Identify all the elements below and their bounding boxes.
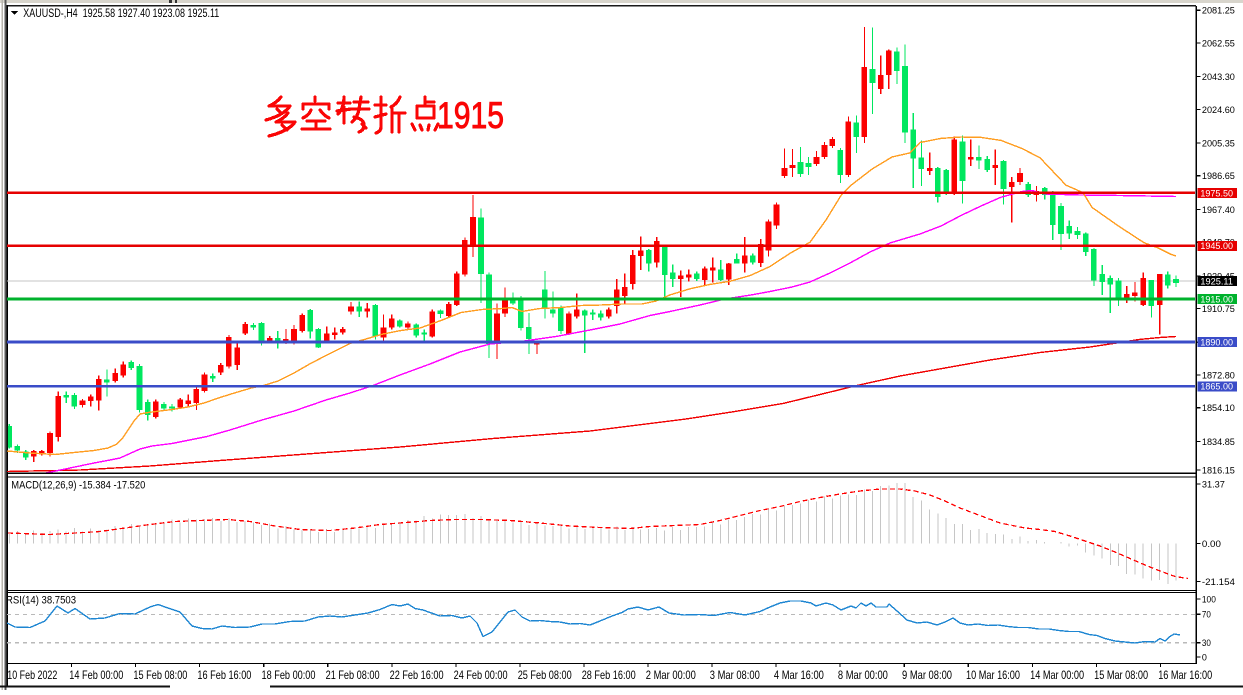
svg-text:9 Mar 08:00: 9 Mar 08:00 xyxy=(902,668,952,682)
svg-text:1967.40: 1967.40 xyxy=(1202,204,1235,215)
svg-text:1945.00: 1945.00 xyxy=(1200,240,1233,251)
svg-text:31.37: 31.37 xyxy=(1202,478,1225,489)
svg-text:1915.00: 1915.00 xyxy=(1200,293,1233,304)
svg-text:2 Mar 00:00: 2 Mar 00:00 xyxy=(646,668,696,682)
svg-text:1834.85: 1834.85 xyxy=(1202,436,1235,447)
svg-text:10 Mar 16:00: 10 Mar 16:00 xyxy=(966,668,1020,682)
svg-text:30: 30 xyxy=(1202,637,1211,648)
svg-text:24 Feb 00:00: 24 Feb 00:00 xyxy=(454,668,508,682)
svg-text:70: 70 xyxy=(1202,609,1211,620)
svg-text:4 Mar 16:00: 4 Mar 16:00 xyxy=(774,668,824,682)
svg-text:1890.00: 1890.00 xyxy=(1200,336,1233,347)
svg-text:1865.00: 1865.00 xyxy=(1200,381,1233,392)
svg-text:2043.30: 2043.30 xyxy=(1202,71,1235,82)
svg-text:100: 100 xyxy=(1202,594,1216,605)
svg-text:2062.55: 2062.55 xyxy=(1202,37,1235,48)
svg-text:1929.45: 1929.45 xyxy=(1202,270,1235,281)
svg-text:MACD(12,26,9) -15.384 -17.520: MACD(12,26,9) -15.384 -17.520 xyxy=(11,480,145,492)
svg-text:1816.15: 1816.15 xyxy=(1202,464,1235,475)
svg-text:22 Feb 16:00: 22 Feb 16:00 xyxy=(390,668,444,682)
svg-text:14 Mar 00:00: 14 Mar 00:00 xyxy=(1030,668,1084,682)
svg-text:1910.75: 1910.75 xyxy=(1202,303,1235,314)
svg-text:14 Feb 00:00: 14 Feb 00:00 xyxy=(69,668,123,682)
svg-text:3 Mar 08:00: 3 Mar 08:00 xyxy=(710,668,760,682)
svg-text:8 Mar 00:00: 8 Mar 00:00 xyxy=(838,668,888,682)
svg-text:1975.50: 1975.50 xyxy=(1200,187,1233,198)
svg-text:RSI(14) 38.7503: RSI(14) 38.7503 xyxy=(6,595,76,607)
svg-text:-21.154: -21.154 xyxy=(1202,576,1235,587)
svg-text:1854.10: 1854.10 xyxy=(1202,402,1235,413)
svg-text:25 Feb 08:00: 25 Feb 08:00 xyxy=(518,668,572,682)
svg-text:21 Feb 08:00: 21 Feb 08:00 xyxy=(326,668,380,682)
svg-text:16 Mar 16:00: 16 Mar 16:00 xyxy=(1158,668,1212,682)
svg-text:2081.25: 2081.25 xyxy=(1202,5,1235,16)
svg-text:15 Feb 08:00: 15 Feb 08:00 xyxy=(133,668,187,682)
svg-text:1915: 1915 xyxy=(437,95,504,136)
svg-text:0: 0 xyxy=(1202,651,1207,662)
svg-text:28 Feb 16:00: 28 Feb 16:00 xyxy=(582,668,636,682)
svg-text:1872.80: 1872.80 xyxy=(1202,369,1235,380)
svg-text:1925.11: 1925.11 xyxy=(1200,276,1233,287)
svg-text:10 Feb 2022: 10 Feb 2022 xyxy=(7,668,57,682)
svg-text:1986.65: 1986.65 xyxy=(1202,170,1235,181)
svg-text:2005.35: 2005.35 xyxy=(1202,138,1235,149)
svg-text:15 Mar 08:00: 15 Mar 08:00 xyxy=(1094,668,1148,682)
svg-text:16 Feb 16:00: 16 Feb 16:00 xyxy=(197,668,251,682)
svg-text:XAUUSD-,H4 1925.58 1927.40 19: XAUUSD-,H4 1925.58 1927.40 1923.08 1925.… xyxy=(23,8,219,20)
svg-text:2024.60: 2024.60 xyxy=(1202,104,1235,115)
svg-text:18 Feb 00:00: 18 Feb 00:00 xyxy=(262,668,316,682)
svg-text:0.00: 0.00 xyxy=(1202,538,1221,549)
